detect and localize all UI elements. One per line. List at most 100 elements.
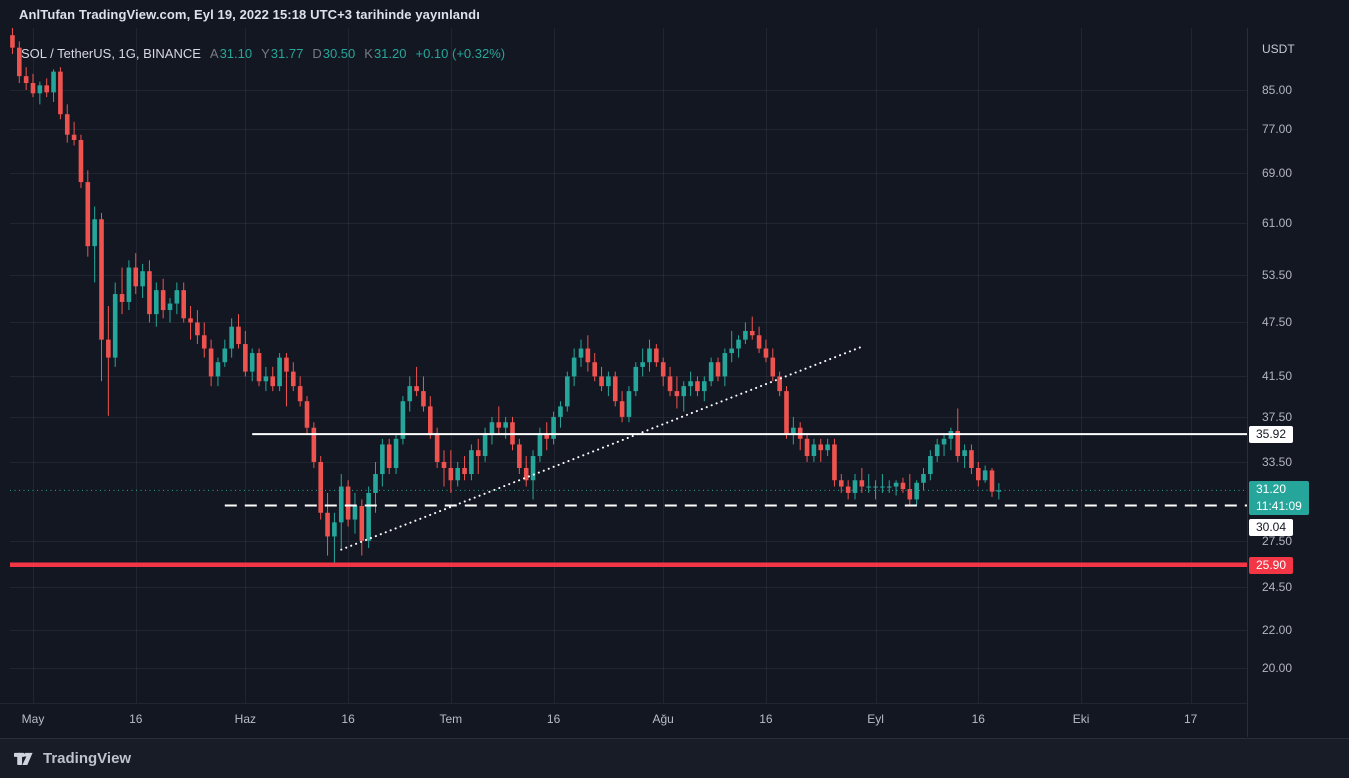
candle-body bbox=[366, 492, 371, 541]
candle-body bbox=[695, 381, 700, 392]
last-price-badge: 31.20 11:41:09 bbox=[1249, 481, 1309, 516]
candle-body bbox=[626, 391, 632, 417]
candle-body bbox=[380, 444, 385, 475]
candle-body bbox=[777, 376, 782, 392]
candle-body bbox=[866, 486, 871, 488]
price-scale-label: 69.00 bbox=[1262, 166, 1293, 181]
high-label: Y bbox=[261, 46, 270, 61]
candle-body bbox=[496, 422, 502, 428]
price-scale-label: 22.00 bbox=[1262, 622, 1293, 637]
candle-body bbox=[962, 450, 967, 457]
candle-body bbox=[277, 357, 282, 387]
price-scale-label: 47.50 bbox=[1262, 315, 1293, 330]
price-scale-label: 85.00 bbox=[1262, 83, 1293, 97]
candle-body bbox=[654, 348, 659, 363]
candle-body bbox=[517, 444, 522, 468]
candle-body bbox=[201, 335, 207, 349]
candle-body bbox=[763, 348, 769, 358]
low-label: D bbox=[312, 46, 322, 61]
candle-body bbox=[667, 376, 673, 392]
candle-body bbox=[941, 438, 947, 445]
candle-body bbox=[770, 357, 776, 377]
candle-body bbox=[756, 335, 762, 349]
time-scale[interactable]: May 16 Haz 16 Tem 16 Ağu 16 Eyl 16 Eki 17 bbox=[0, 703, 1247, 738]
candle-body bbox=[702, 381, 707, 392]
tradingview-brand[interactable]: TradingView bbox=[43, 750, 132, 767]
candle-body bbox=[304, 401, 310, 428]
candle-body bbox=[880, 486, 885, 488]
candle-body bbox=[174, 290, 180, 304]
price-line-label: 25.90 bbox=[1249, 556, 1294, 574]
candle-body bbox=[900, 482, 906, 490]
time-scale-label: 17 bbox=[1183, 712, 1198, 726]
candle-body bbox=[243, 344, 248, 372]
candle-body bbox=[51, 71, 56, 93]
candle-body bbox=[421, 391, 426, 407]
price-scale-label: 24.50 bbox=[1262, 579, 1293, 594]
candle-body bbox=[373, 474, 378, 493]
tradingview-logo-icon[interactable] bbox=[14, 750, 35, 767]
price-scale-label: 77.00 bbox=[1262, 122, 1293, 137]
candle-body bbox=[284, 357, 289, 372]
candle-body bbox=[195, 322, 200, 336]
candle-body bbox=[30, 83, 36, 94]
candle-body bbox=[818, 444, 824, 451]
price-scale-label: 41.50 bbox=[1262, 369, 1293, 384]
price-line-label: 30.04 bbox=[1249, 519, 1294, 537]
candle-body bbox=[160, 290, 166, 311]
candle-body bbox=[996, 490, 1002, 492]
symbol-title[interactable]: SOL / TetherUS, 1G, BINANCE bbox=[21, 46, 201, 61]
legend-close: K 31.20 bbox=[364, 46, 406, 61]
candle-body bbox=[585, 348, 591, 363]
time-scale-label: 16 bbox=[971, 712, 985, 726]
time-scale-label: Haz bbox=[234, 712, 257, 726]
candle-body bbox=[674, 391, 680, 397]
candle-body bbox=[928, 456, 933, 475]
candle-body bbox=[469, 450, 474, 475]
candle-body bbox=[112, 294, 118, 358]
candle-body bbox=[99, 219, 104, 340]
price-scale-label: 27.50 bbox=[1262, 533, 1293, 548]
grid-layer bbox=[10, 28, 1247, 703]
candle-body bbox=[338, 486, 344, 523]
candle-body bbox=[804, 438, 810, 457]
publish-info: AnlTufan TradingView.com, Eyl 19, 2022 1… bbox=[19, 6, 480, 22]
time-scale-label: 16 bbox=[546, 712, 561, 726]
candle-body bbox=[811, 444, 817, 457]
candle-body bbox=[352, 506, 358, 520]
candle-body bbox=[133, 267, 139, 287]
candle-body bbox=[291, 371, 296, 387]
candle-body bbox=[222, 348, 228, 363]
candle-body bbox=[969, 450, 974, 468]
candle-body bbox=[434, 433, 440, 462]
candle-body bbox=[708, 362, 714, 382]
time-scale-label: Ağu bbox=[652, 712, 674, 726]
candle-body bbox=[914, 482, 919, 500]
drawings-layer bbox=[10, 345, 1247, 567]
price-scale-label: 37.50 bbox=[1262, 409, 1293, 424]
chart-canvas[interactable] bbox=[0, 0, 1247, 703]
open-value: 31.10 bbox=[219, 46, 253, 61]
candle-body bbox=[167, 303, 173, 311]
candle-body bbox=[78, 139, 84, 183]
candle-body bbox=[23, 76, 29, 84]
candle-body bbox=[907, 489, 913, 500]
price-scale[interactable]: USDT 85.00 77.00 69.00 61.00 53.50 47.50 41.50… bbox=[1247, 0, 1349, 737]
candle-body bbox=[140, 271, 145, 287]
candle-body bbox=[921, 474, 926, 483]
candle-body bbox=[982, 470, 988, 481]
candle-body bbox=[181, 290, 186, 319]
candle-body bbox=[489, 422, 495, 434]
candle-body bbox=[393, 438, 399, 468]
price-scale-label: 53.50 bbox=[1262, 267, 1293, 282]
candle-body bbox=[126, 267, 132, 302]
candle-body bbox=[119, 294, 125, 302]
candle-body bbox=[551, 416, 556, 439]
time-scale-label: 16 bbox=[759, 712, 773, 726]
candle-body bbox=[154, 290, 159, 315]
candle-body bbox=[537, 433, 543, 457]
trend-line[interactable] bbox=[340, 345, 863, 551]
candle-body bbox=[71, 134, 77, 140]
candle-body bbox=[359, 506, 365, 541]
